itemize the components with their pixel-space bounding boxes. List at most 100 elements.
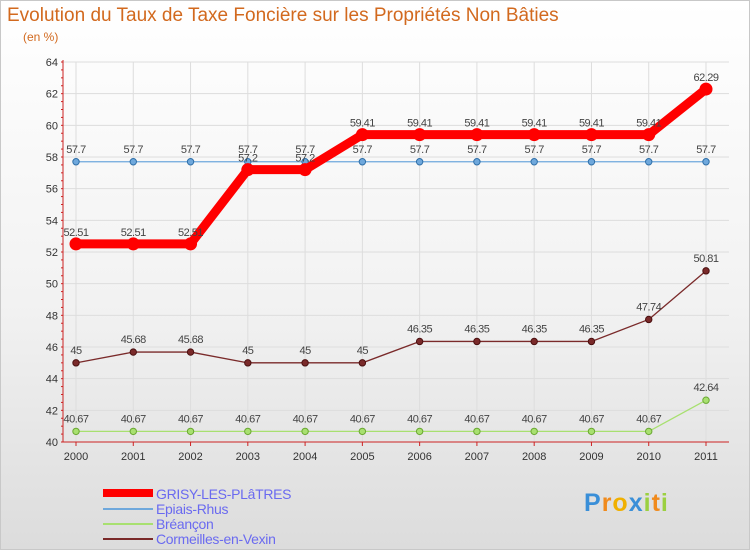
x-tick-label: 2008 bbox=[522, 451, 546, 463]
data-label: 45.68 bbox=[178, 334, 203, 346]
data-point bbox=[301, 427, 309, 436]
data-point bbox=[415, 158, 424, 166]
series-line-0 bbox=[71, 84, 711, 249]
x-tick-label: 2002 bbox=[178, 451, 202, 463]
data-point bbox=[301, 359, 309, 367]
data-point bbox=[126, 237, 140, 251]
y-tick-label: 64 bbox=[46, 57, 58, 69]
x-tick-label: 2007 bbox=[465, 451, 489, 463]
data-label: 40.67 bbox=[636, 413, 661, 425]
data-label: 52.51 bbox=[178, 227, 203, 239]
data-label: 57.7 bbox=[66, 144, 86, 156]
logo-letter: i bbox=[660, 489, 669, 517]
data-point bbox=[358, 359, 367, 367]
data-point bbox=[69, 237, 83, 251]
data-label: 40.67 bbox=[350, 413, 375, 425]
data-point bbox=[587, 337, 596, 346]
proxiti-logo: Proxiti bbox=[584, 489, 669, 518]
y-tick-label: 52 bbox=[46, 247, 58, 259]
y-tick-label: 46 bbox=[46, 342, 58, 354]
data-label: 50.81 bbox=[693, 253, 718, 265]
data-label: 62.29 bbox=[693, 72, 718, 84]
data-point bbox=[358, 158, 367, 166]
data-point bbox=[72, 359, 80, 367]
data-label: 46.35 bbox=[522, 323, 547, 335]
data-label: 57.7 bbox=[124, 144, 144, 156]
data-point bbox=[645, 427, 653, 436]
data-label: 40.67 bbox=[579, 413, 604, 425]
unit-label: (en %) bbox=[23, 30, 59, 44]
data-label: 57.2 bbox=[295, 153, 315, 165]
axes: 40 42 44 46 48 50 52 54 56 58 60 62 64 2000 2001 2002 20… bbox=[46, 57, 729, 463]
legend-swatch-grisy bbox=[103, 489, 153, 497]
data-label: 57.7 bbox=[467, 144, 487, 156]
logo-letter: t bbox=[651, 489, 661, 517]
data-label: 40.67 bbox=[121, 413, 146, 425]
legend-swatch-cormeilles bbox=[103, 538, 153, 540]
x-tick-label: 2011 bbox=[694, 451, 718, 463]
data-label: 59.41 bbox=[350, 118, 375, 130]
y-tick-label: 54 bbox=[46, 215, 58, 227]
data-point bbox=[355, 128, 369, 142]
data-point bbox=[587, 427, 596, 436]
data-label: 57.7 bbox=[410, 144, 430, 156]
data-point bbox=[241, 163, 255, 177]
data-label: 46.35 bbox=[579, 323, 604, 335]
logo-letter: x bbox=[628, 489, 644, 517]
data-label: 57.7 bbox=[238, 144, 258, 156]
y-tick-label: 50 bbox=[46, 279, 58, 291]
data-labels: 45 45.68 45.68 45 45 45 46.35 46.35 46.35 46.35 47… bbox=[63, 72, 719, 425]
data-point bbox=[186, 427, 195, 436]
data-label: 40.67 bbox=[63, 413, 88, 425]
x-tick-label: 2009 bbox=[579, 451, 603, 463]
data-label: 52.51 bbox=[121, 227, 146, 239]
data-point bbox=[702, 267, 710, 275]
x-tick-label: 2005 bbox=[350, 451, 374, 463]
x-tick-label: 2010 bbox=[636, 451, 660, 463]
data-point bbox=[702, 396, 710, 404]
grid-lines bbox=[63, 61, 729, 443]
data-label: 57.7 bbox=[353, 144, 373, 156]
data-point bbox=[645, 158, 653, 166]
legend-swatch-breancon bbox=[103, 523, 153, 525]
data-label: 59.41 bbox=[636, 118, 661, 130]
y-tick-label: 58 bbox=[46, 152, 58, 164]
legend-label-cormeilles: Cormeilles-en-Vexin bbox=[156, 531, 276, 547]
data-label: 45 bbox=[242, 345, 254, 357]
legend-swatch-epiais bbox=[103, 508, 153, 510]
data-label: 45 bbox=[70, 345, 82, 357]
data-point bbox=[186, 348, 195, 356]
data-label: 40.67 bbox=[178, 413, 203, 425]
data-label: 47.74 bbox=[636, 301, 661, 313]
legend-label-epiais: Epiais-Rhus bbox=[156, 501, 229, 517]
y-tick-label: 40 bbox=[46, 437, 58, 449]
data-point bbox=[587, 158, 596, 166]
data-label: 59.41 bbox=[522, 118, 547, 130]
series-line-3 bbox=[75, 270, 707, 364]
x-tick-label: 2000 bbox=[64, 451, 88, 463]
y-tick-label: 42 bbox=[46, 405, 58, 417]
data-point bbox=[473, 427, 481, 436]
series-lines bbox=[69, 82, 713, 436]
series-line-2 bbox=[75, 399, 707, 433]
data-point bbox=[642, 128, 656, 142]
data-point bbox=[129, 158, 137, 166]
data-point bbox=[473, 158, 481, 166]
logo-letter: P bbox=[584, 489, 602, 517]
y-tick-label: 60 bbox=[46, 120, 58, 132]
data-point bbox=[129, 427, 137, 436]
data-point bbox=[415, 427, 424, 436]
x-tick-label: 2004 bbox=[293, 451, 317, 463]
data-point bbox=[702, 158, 710, 166]
x-tick-label: 2006 bbox=[407, 451, 431, 463]
data-label: 59.41 bbox=[407, 118, 432, 130]
data-label: 45 bbox=[299, 345, 311, 357]
data-point bbox=[473, 337, 481, 346]
legend-label-breancon: Bréançon bbox=[156, 516, 214, 532]
logo-letter: o bbox=[612, 489, 629, 517]
data-label: 46.35 bbox=[464, 323, 489, 335]
data-label: 40.67 bbox=[522, 413, 547, 425]
data-label: 40.67 bbox=[407, 413, 432, 425]
